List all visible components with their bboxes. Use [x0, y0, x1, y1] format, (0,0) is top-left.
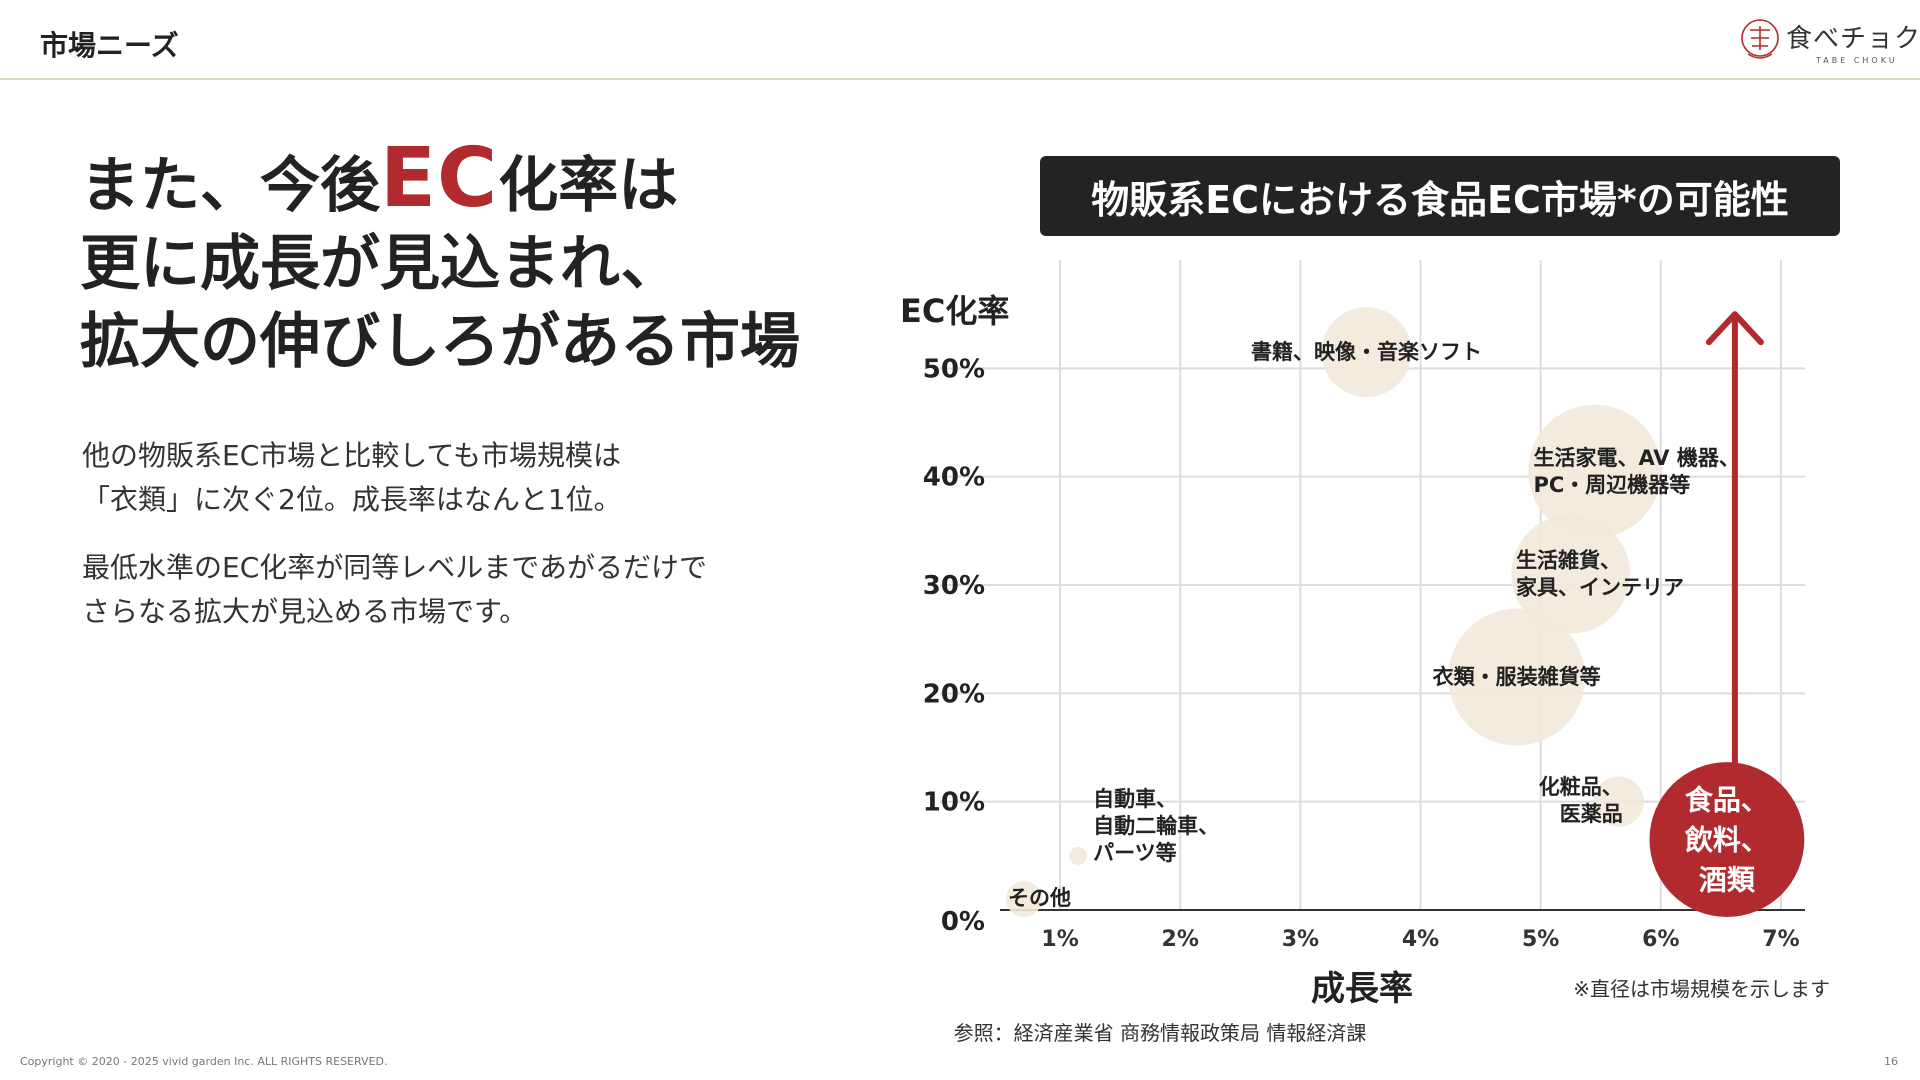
brand-logo: 食べチョク TABE CHOKU	[1738, 16, 1920, 72]
bubble-label: 自動車、	[1093, 787, 1177, 811]
y-tick-label: 30%	[923, 571, 985, 601]
headline-line-1-post: 化率は	[498, 151, 679, 221]
x-tick-label: 5%	[1522, 927, 1559, 952]
chart-title: 物販系ECにおける食品EC市場*の可能性	[1040, 156, 1840, 236]
body-paragraph-2-line-2: さらなる拡大が見込める市場です。	[82, 595, 528, 628]
x-tick-label: 7%	[1762, 927, 1799, 952]
headline-line-1: また、今後EC化率は	[80, 138, 840, 225]
chart-source: 参照：経済産業省 商務情報政策局 情報経済課	[954, 1021, 1367, 1045]
bubble	[1511, 514, 1631, 634]
y-tick-label: 40%	[923, 463, 985, 493]
body-paragraph-1-line-2: 「衣類」に次ぐ2位。成長率はなんと1位。	[82, 483, 622, 516]
headline-line-2: 更に成長が見込まれ、	[80, 229, 681, 299]
growth-arrow-head	[1705, 311, 1764, 346]
headline-accent-ec: EC	[380, 131, 499, 226]
bubble-label: パーツ等	[1093, 841, 1177, 865]
bubble-label: 生活家電、AV 機器、	[1533, 446, 1739, 470]
bubble-label: 化粧品、	[1539, 775, 1623, 799]
bubble-label: 自動二輪車、	[1093, 814, 1219, 838]
logo-subtext: TABE CHOKU	[1816, 56, 1898, 65]
bubble	[1528, 404, 1662, 538]
body-paragraph-2: 最低水準のEC化率が同等レベルまであがるだけで さらなる拡大が見込める市場です。	[82, 546, 802, 634]
chart-note: ※直径は市場規模を示します	[1573, 977, 1830, 1001]
y-tick-label: 50%	[923, 354, 985, 384]
body-paragraph-1: 他の物販系EC市場と比較しても市場規模は 「衣類」に次ぐ2位。成長率はなんと1位…	[82, 434, 802, 522]
bubble	[1448, 608, 1586, 746]
x-tick-label: 3%	[1282, 927, 1319, 952]
x-tick-label: 2%	[1162, 927, 1199, 952]
bubble-label: 書籍、映像・音楽ソフト	[1251, 340, 1482, 364]
y-tick-label: 20%	[923, 679, 985, 709]
bubble-label: その他	[1008, 886, 1071, 910]
bubble-label-highlight: 飲料、	[1685, 824, 1769, 857]
bubble	[1593, 776, 1644, 827]
body-paragraph-2-line-1: 最低水準のEC化率が同等レベルまであがるだけで	[82, 551, 707, 584]
bubble-label: PC・周辺機器等	[1533, 473, 1690, 497]
y-tick-label: 0%	[941, 907, 985, 937]
page-number: 16	[1884, 1055, 1898, 1068]
x-tick-label: 1%	[1041, 927, 1078, 952]
bubble-highlight	[1649, 762, 1805, 917]
bubble-label: 衣類・服装雑貨等	[1433, 665, 1601, 689]
bubble-label-highlight: 酒類	[1699, 864, 1756, 897]
header-divider	[0, 78, 1920, 80]
footer-copyright: Copyright © 2020 - 2025 vivid garden Inc…	[20, 1055, 388, 1068]
x-axis-title: 成長率	[1311, 969, 1413, 1009]
logo-text: 食べチョク	[1786, 24, 1920, 54]
slide-title: 市場ニーズ	[40, 29, 179, 62]
bubble-label: 生活雑貨、	[1516, 549, 1621, 573]
headline: また、今後EC化率は 更に成長が見込まれ、 拡大の伸びしろがある市場	[80, 138, 840, 381]
body-paragraph-1-line-1: 他の物販系EC市場と比較しても市場規模は	[82, 439, 622, 472]
bubble-label: 医薬品	[1560, 802, 1623, 826]
bubble-label: 家具、インテリア	[1516, 576, 1684, 600]
headline-line-3: 拡大の伸びしろがある市場	[80, 307, 800, 377]
headline-line-1-pre: また、今後	[80, 151, 380, 221]
bubble	[1069, 846, 1088, 865]
x-tick-label: 4%	[1402, 927, 1439, 952]
logo-mark-icon	[1741, 19, 1779, 59]
bubble	[1006, 881, 1043, 918]
y-tick-label: 10%	[923, 788, 985, 818]
bubble	[1321, 307, 1412, 398]
bubble-label-highlight: 食品、	[1685, 784, 1769, 817]
y-axis-title: EC化率	[900, 292, 1009, 330]
x-tick-label: 6%	[1642, 927, 1679, 952]
